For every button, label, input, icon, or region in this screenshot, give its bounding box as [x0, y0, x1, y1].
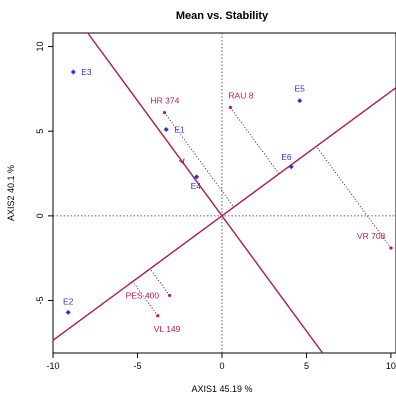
- biplot-points: E1 E2 E3 E4 E5 E6 HR 374 RAU 8 PES 400 VL 149 VR 7…: [63, 67, 393, 334]
- y-tick-label: 0: [35, 213, 45, 218]
- genotype-label: E1: [174, 125, 185, 135]
- projection-line: [149, 268, 170, 296]
- y-tick-label: 10: [35, 42, 45, 52]
- environment-point: [167, 293, 172, 298]
- environment-label: VL 149: [154, 324, 181, 334]
- environment-label: RAU 8: [228, 90, 253, 100]
- genotype-point: [70, 69, 76, 75]
- genotype-label: E2: [63, 296, 74, 306]
- environment-point: [389, 246, 393, 250]
- x-tick-label: -5: [133, 361, 141, 371]
- environment-point: [162, 110, 167, 115]
- x-tick-label: 0: [219, 361, 224, 371]
- genotype-point: [163, 127, 169, 133]
- x-tick-label: 5: [304, 361, 309, 371]
- environment-label: PES 400: [126, 290, 160, 300]
- environment-point: [228, 105, 233, 110]
- projection-line: [230, 107, 280, 175]
- x-tick-label: -10: [46, 361, 59, 371]
- environment-label: HR 374: [151, 96, 180, 106]
- projection-line: [316, 146, 392, 249]
- genotype-label: E6: [281, 152, 292, 162]
- genotype-point: [65, 309, 71, 315]
- genotype-label: E5: [294, 84, 305, 94]
- genotype-point: [297, 98, 303, 104]
- y-tick-label: -5: [35, 297, 45, 305]
- projection-line: [132, 281, 159, 316]
- stability-axis: [87, 32, 324, 354]
- y-axis-label: AXIS2 40.1 %: [6, 165, 16, 221]
- plot-frame: [52, 32, 396, 354]
- genotype-point: [288, 164, 294, 170]
- axis-ticks: -10 -5 0 5 10 -5 0 5 10: [35, 42, 396, 371]
- genotype-label: E4: [191, 181, 202, 191]
- x-axis-label: AXIS1 45.19 %: [191, 384, 252, 394]
- chart-title: Mean vs. Stability: [176, 10, 269, 22]
- genotype-label: E3: [81, 67, 92, 77]
- direction-arrow: [178, 158, 185, 165]
- x-tick-label: 10: [386, 361, 396, 371]
- genotype-point: [194, 174, 200, 180]
- average-environment-axis: [52, 87, 396, 341]
- y-tick-label: 5: [35, 129, 45, 134]
- biplot-lines: [52, 32, 396, 354]
- environment-label: VR 708: [357, 231, 386, 241]
- environment-point: [156, 314, 160, 318]
